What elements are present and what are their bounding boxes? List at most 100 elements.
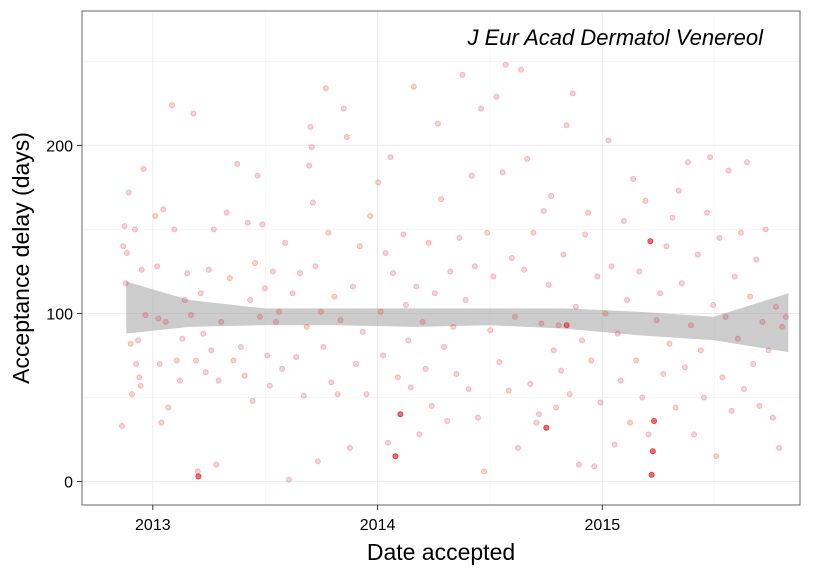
- data-point: [122, 280, 129, 287]
- data-point: [505, 387, 512, 394]
- data-point: [154, 263, 161, 270]
- data-point: [728, 407, 735, 414]
- data-point: [731, 273, 738, 280]
- data-point: [125, 189, 132, 196]
- data-point: [226, 275, 233, 282]
- data-point: [769, 414, 776, 421]
- data-point: [558, 367, 565, 374]
- y-axis-title: Acceptance delay (days): [8, 132, 34, 384]
- data-point-overlap: [651, 417, 658, 424]
- data-point: [437, 196, 444, 203]
- data-point: [389, 270, 396, 277]
- points-layer: [119, 61, 789, 483]
- data-point: [566, 391, 573, 398]
- data-point: [307, 123, 314, 130]
- data-point: [694, 251, 701, 258]
- data-point: [737, 229, 744, 236]
- data-point: [611, 441, 618, 448]
- data-point: [343, 134, 350, 141]
- data-point: [468, 172, 475, 179]
- data-point: [213, 461, 220, 468]
- data-point: [179, 335, 186, 342]
- data-point: [675, 187, 682, 194]
- data-point-overlap: [195, 473, 202, 480]
- data-point: [353, 360, 360, 367]
- data-point: [579, 337, 586, 344]
- axis-ticks: 0 100 200 2013 2014 2015: [46, 138, 620, 534]
- data-point: [653, 317, 660, 324]
- data-point: [691, 431, 698, 438]
- data-point-overlap: [648, 471, 655, 478]
- y-tick-label: 0: [64, 474, 73, 491]
- data-point: [121, 223, 128, 230]
- data-point: [508, 254, 515, 261]
- data-point: [325, 229, 332, 236]
- data-point: [623, 297, 630, 304]
- data-point: [312, 263, 319, 270]
- data-point: [719, 374, 726, 381]
- data-point: [471, 263, 478, 270]
- data-point: [660, 370, 667, 377]
- data-point: [173, 357, 180, 364]
- data-point: [428, 402, 435, 409]
- data-point: [119, 423, 126, 430]
- data-point: [237, 344, 244, 351]
- data-point: [450, 323, 457, 330]
- data-point: [133, 360, 140, 367]
- data-point: [282, 239, 289, 246]
- data-point: [160, 206, 167, 213]
- data-point: [553, 404, 560, 411]
- data-point: [560, 251, 567, 258]
- data-point: [152, 212, 159, 219]
- data-point: [241, 372, 248, 379]
- data-point: [678, 280, 685, 287]
- data-point: [484, 229, 491, 236]
- data-point: [317, 308, 324, 315]
- data-point: [337, 317, 344, 324]
- data-point: [289, 290, 296, 297]
- data-point: [545, 281, 552, 288]
- data-point: [462, 297, 469, 304]
- data-point: [249, 397, 256, 404]
- data-point: [264, 352, 271, 359]
- data-point: [162, 318, 169, 325]
- data-point: [197, 290, 204, 297]
- data-point: [322, 85, 329, 92]
- data-point: [140, 165, 147, 172]
- data-point: [252, 260, 259, 267]
- data-point: [642, 197, 649, 204]
- data-point: [320, 344, 327, 351]
- data-point: [530, 229, 537, 236]
- x-tick-label: 2015: [585, 517, 621, 534]
- data-point: [555, 322, 562, 329]
- data-point: [402, 302, 409, 309]
- data-point: [425, 239, 432, 246]
- data-point-overlap: [649, 448, 656, 455]
- data-point: [377, 308, 384, 315]
- data-point: [713, 453, 720, 460]
- data-point: [367, 212, 374, 219]
- data-point: [585, 209, 592, 216]
- data-point: [627, 419, 634, 426]
- data-point: [127, 340, 134, 347]
- x-tick-label: 2013: [135, 517, 171, 534]
- data-point: [328, 379, 335, 386]
- data-point: [740, 386, 747, 393]
- data-point: [533, 419, 540, 426]
- data-point: [772, 303, 779, 310]
- data-point: [499, 169, 506, 176]
- data-point: [205, 266, 212, 273]
- data-point: [518, 66, 525, 73]
- data-point: [171, 226, 178, 233]
- data-point: [681, 364, 688, 371]
- data-point-overlap: [397, 411, 404, 418]
- panel-border: [81, 10, 801, 506]
- data-point: [309, 199, 316, 206]
- data-point: [247, 297, 254, 304]
- data-point: [349, 283, 356, 290]
- data-point: [192, 357, 199, 364]
- data-point: [594, 273, 601, 280]
- grid: [82, 11, 800, 505]
- data-point: [633, 357, 640, 364]
- data-point-overlap: [647, 238, 654, 245]
